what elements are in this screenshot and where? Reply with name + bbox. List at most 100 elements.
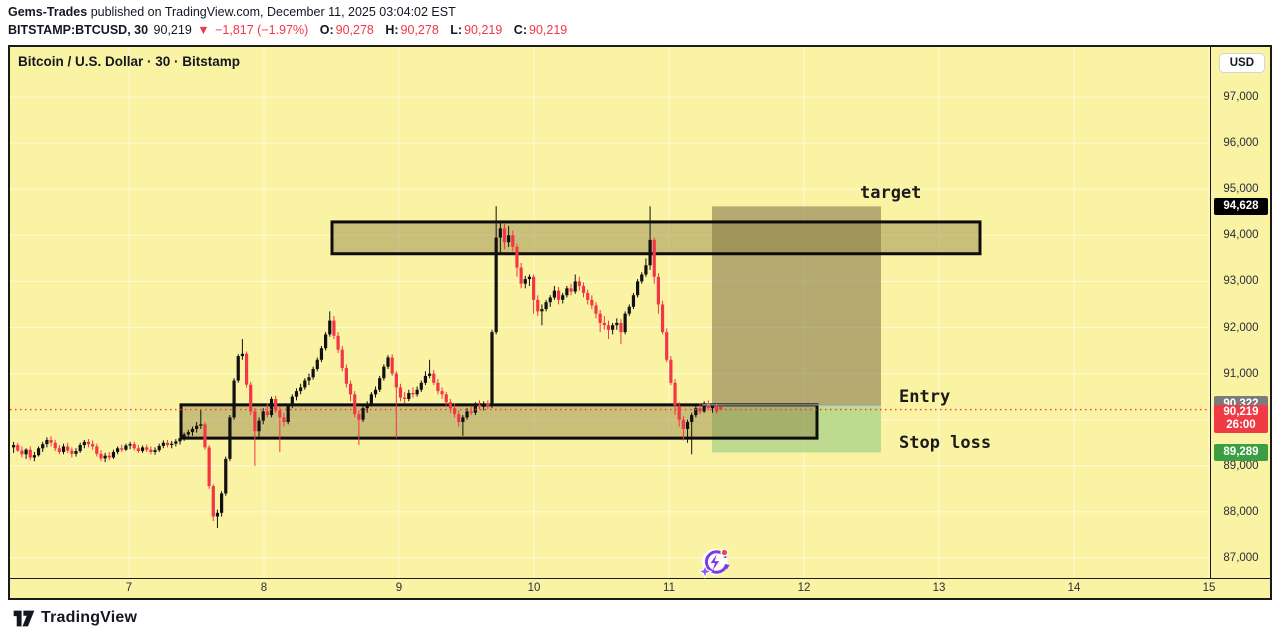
candle-body [611,325,615,330]
sparkle-lightning-icon[interactable] [697,546,732,585]
candle-body [269,398,274,416]
candle-body [660,304,665,333]
stop-loss-text-annotation[interactable]: Stop loss [899,433,992,453]
candle-body [444,394,448,403]
candle-body [369,394,373,405]
candle-body [203,424,207,448]
candle-body [702,403,706,412]
time-axis-label: 7 [125,582,133,594]
time-axis-label: 11 [663,582,675,594]
candle-body [78,445,82,452]
symbol-name: BITSTAMP:BTCUSD, 30 [8,23,149,37]
candle-body [324,334,328,349]
candle-body [74,451,78,454]
price-axis-label: 88,000 [1223,505,1259,518]
candle-body [32,455,36,458]
time-axis-label: 13 [932,582,946,594]
candle-body [361,408,365,420]
entry-text-annotation[interactable]: Entry [899,387,951,407]
candle-body [652,239,656,277]
candle-body [253,411,257,432]
price-axis-label: 87,000 [1223,552,1259,564]
candle-body [394,373,398,388]
candle-body [353,394,357,415]
candle-body [548,297,552,303]
last-price-badge: 90,219 26:00 [1214,404,1268,433]
candle-body [519,267,523,284]
candle-body [715,405,719,412]
candle-body [378,378,382,390]
candle-body [224,458,228,494]
candle-body [598,313,602,323]
candle-body [232,380,236,418]
close-label: C: [513,23,527,37]
candlestick-plot[interactable] [10,47,1210,578]
candle-body [211,486,215,517]
chart-area[interactable]: Bitcoin / U.S. Dollar · 30 · Bitstamp ta… [8,45,1272,600]
candle-body [569,288,573,292]
candle-body [257,420,261,432]
tradingview-logo-icon [13,610,35,626]
candle-body [440,391,444,395]
candle-body [477,404,482,407]
chart-legend-title: Bitcoin / U.S. Dollar · 30 · Bitstamp [18,54,241,69]
candle-body [565,288,569,296]
candle-body [694,408,698,416]
tradingview-wordmark: TradingView [41,609,138,626]
candle-body [681,419,685,429]
candle-body [482,403,486,407]
candle-body [161,442,165,446]
candle-body [527,276,532,280]
candle-body [332,320,336,336]
price-scale[interactable]: USD 97,000 96,000 95,000 94,000 93,000 92,000… [1210,47,1271,578]
candle-body [494,237,498,333]
position-stop-zone [712,404,881,453]
candle-body [644,265,648,275]
candle-body [340,349,344,369]
candle-body [49,439,53,443]
candle-body [448,402,452,409]
candle-body [174,441,178,444]
candle-body [278,410,282,418]
candle-body [357,414,361,420]
low-value: 90,219 [464,23,503,37]
candle-body [348,383,353,395]
candle-body [36,448,41,456]
candle-body [228,417,232,459]
position-profit-zone [712,206,881,405]
price-axis-label: 97,000 [1223,91,1259,103]
price-axis-label: 95,000 [1223,183,1259,196]
candle-body [290,396,294,406]
candle-body [145,447,149,450]
candle-body [511,235,515,247]
candle-body [20,450,24,455]
candle-body [294,391,299,397]
candle-body [82,441,86,446]
candle-body [12,445,16,448]
candle-body [182,434,186,439]
candle-body [70,450,74,454]
target-text-annotation[interactable]: target [860,183,922,203]
candle-body [461,417,465,423]
candle-body [631,295,636,307]
candle-body [195,425,199,429]
currency-toggle-button[interactable]: USD [1218,53,1265,73]
candle-body [373,389,378,395]
candle-body [128,444,132,446]
candle-body [111,451,116,458]
candle-body [398,387,403,398]
candle-body [411,392,415,395]
candle-body [240,353,244,357]
candle-body [665,332,669,360]
candle-body [178,438,182,442]
time-axis-label: 12 [797,582,811,594]
candle-body [507,235,511,243]
time-scale[interactable]: 7 8 9 10 11 12 13 14 15 [10,578,1270,598]
candle-body [532,276,536,300]
close-value: 90,219 [529,23,568,37]
candle-body [107,455,111,458]
candle-body [419,382,423,390]
candle-body [619,322,623,333]
candle-body [311,368,315,378]
candle-body [677,405,681,420]
